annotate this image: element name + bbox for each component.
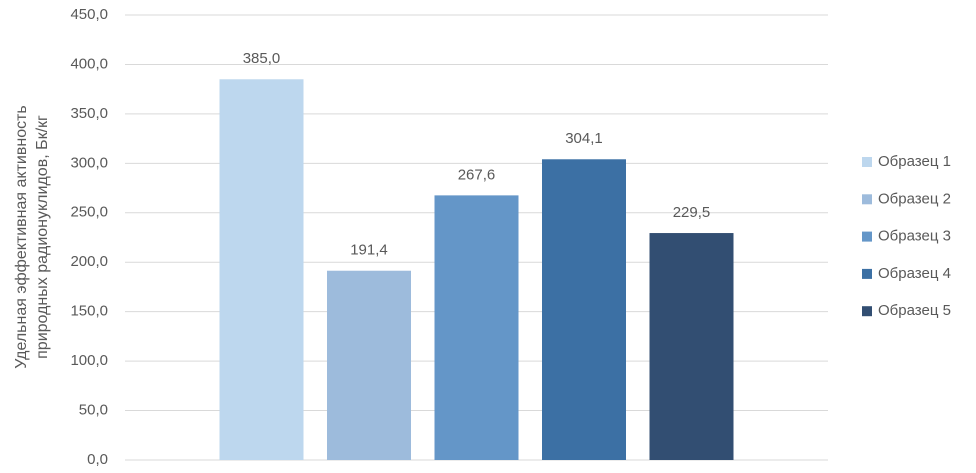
y-axis-title-line: Удельная эффективная активность	[13, 105, 30, 369]
bar	[327, 270, 411, 460]
data-label: 304,1	[565, 130, 603, 147]
y-tick-label: 50,0	[79, 402, 108, 419]
y-tick-label: 350,0	[70, 105, 108, 122]
bar	[542, 159, 626, 461]
y-axis-title: Удельная эффективная активность природны…	[13, 105, 51, 369]
data-label: 229,5	[673, 204, 711, 221]
y-tick-label: 400,0	[70, 55, 108, 72]
legend-swatch	[862, 194, 872, 205]
y-tick-label: 150,0	[70, 303, 108, 320]
y-tick-label: 450,0	[70, 6, 108, 23]
legend-label: Образец 4	[878, 265, 951, 282]
y-axis-title-line: природных радионуклидов, Бк/кг	[34, 115, 51, 359]
data-label: 267,6	[458, 166, 496, 183]
legend-label: Образец 1	[878, 153, 951, 170]
bar	[649, 233, 734, 460]
legend-label: Образец 5	[878, 302, 951, 319]
legend-swatch	[862, 157, 872, 167]
y-tick-label: 100,0	[70, 352, 108, 369]
legend-swatch	[862, 306, 872, 317]
bar	[434, 195, 519, 460]
bar	[219, 79, 304, 461]
y-tick-label: 250,0	[70, 204, 108, 221]
data-label: 385,0	[243, 50, 281, 67]
y-tick-label: 200,0	[70, 253, 108, 270]
legend-label: Образец 2	[878, 190, 951, 207]
legend-swatch	[862, 231, 872, 242]
legend-swatch	[862, 268, 872, 279]
y-tick-label: 0,0	[87, 451, 108, 468]
data-label: 191,4	[350, 242, 388, 259]
legend-label: Образец 3	[878, 228, 951, 245]
y-tick-label: 300,0	[70, 154, 108, 171]
